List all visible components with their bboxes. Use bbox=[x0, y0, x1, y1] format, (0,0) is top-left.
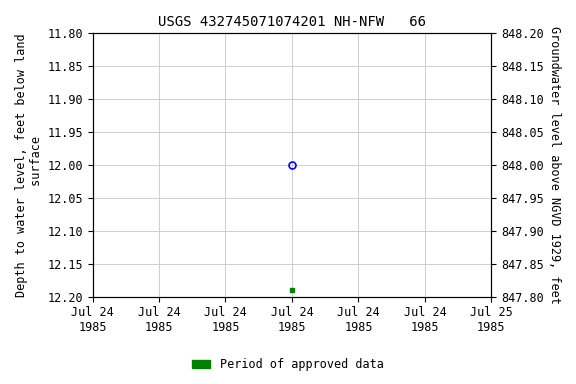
Y-axis label: Groundwater level above NGVD 1929, feet: Groundwater level above NGVD 1929, feet bbox=[548, 26, 561, 304]
Legend: Period of approved data: Period of approved data bbox=[188, 354, 388, 376]
Y-axis label: Depth to water level, feet below land
 surface: Depth to water level, feet below land su… bbox=[15, 33, 43, 297]
Title: USGS 432745071074201 NH-NFW   66: USGS 432745071074201 NH-NFW 66 bbox=[158, 15, 426, 29]
